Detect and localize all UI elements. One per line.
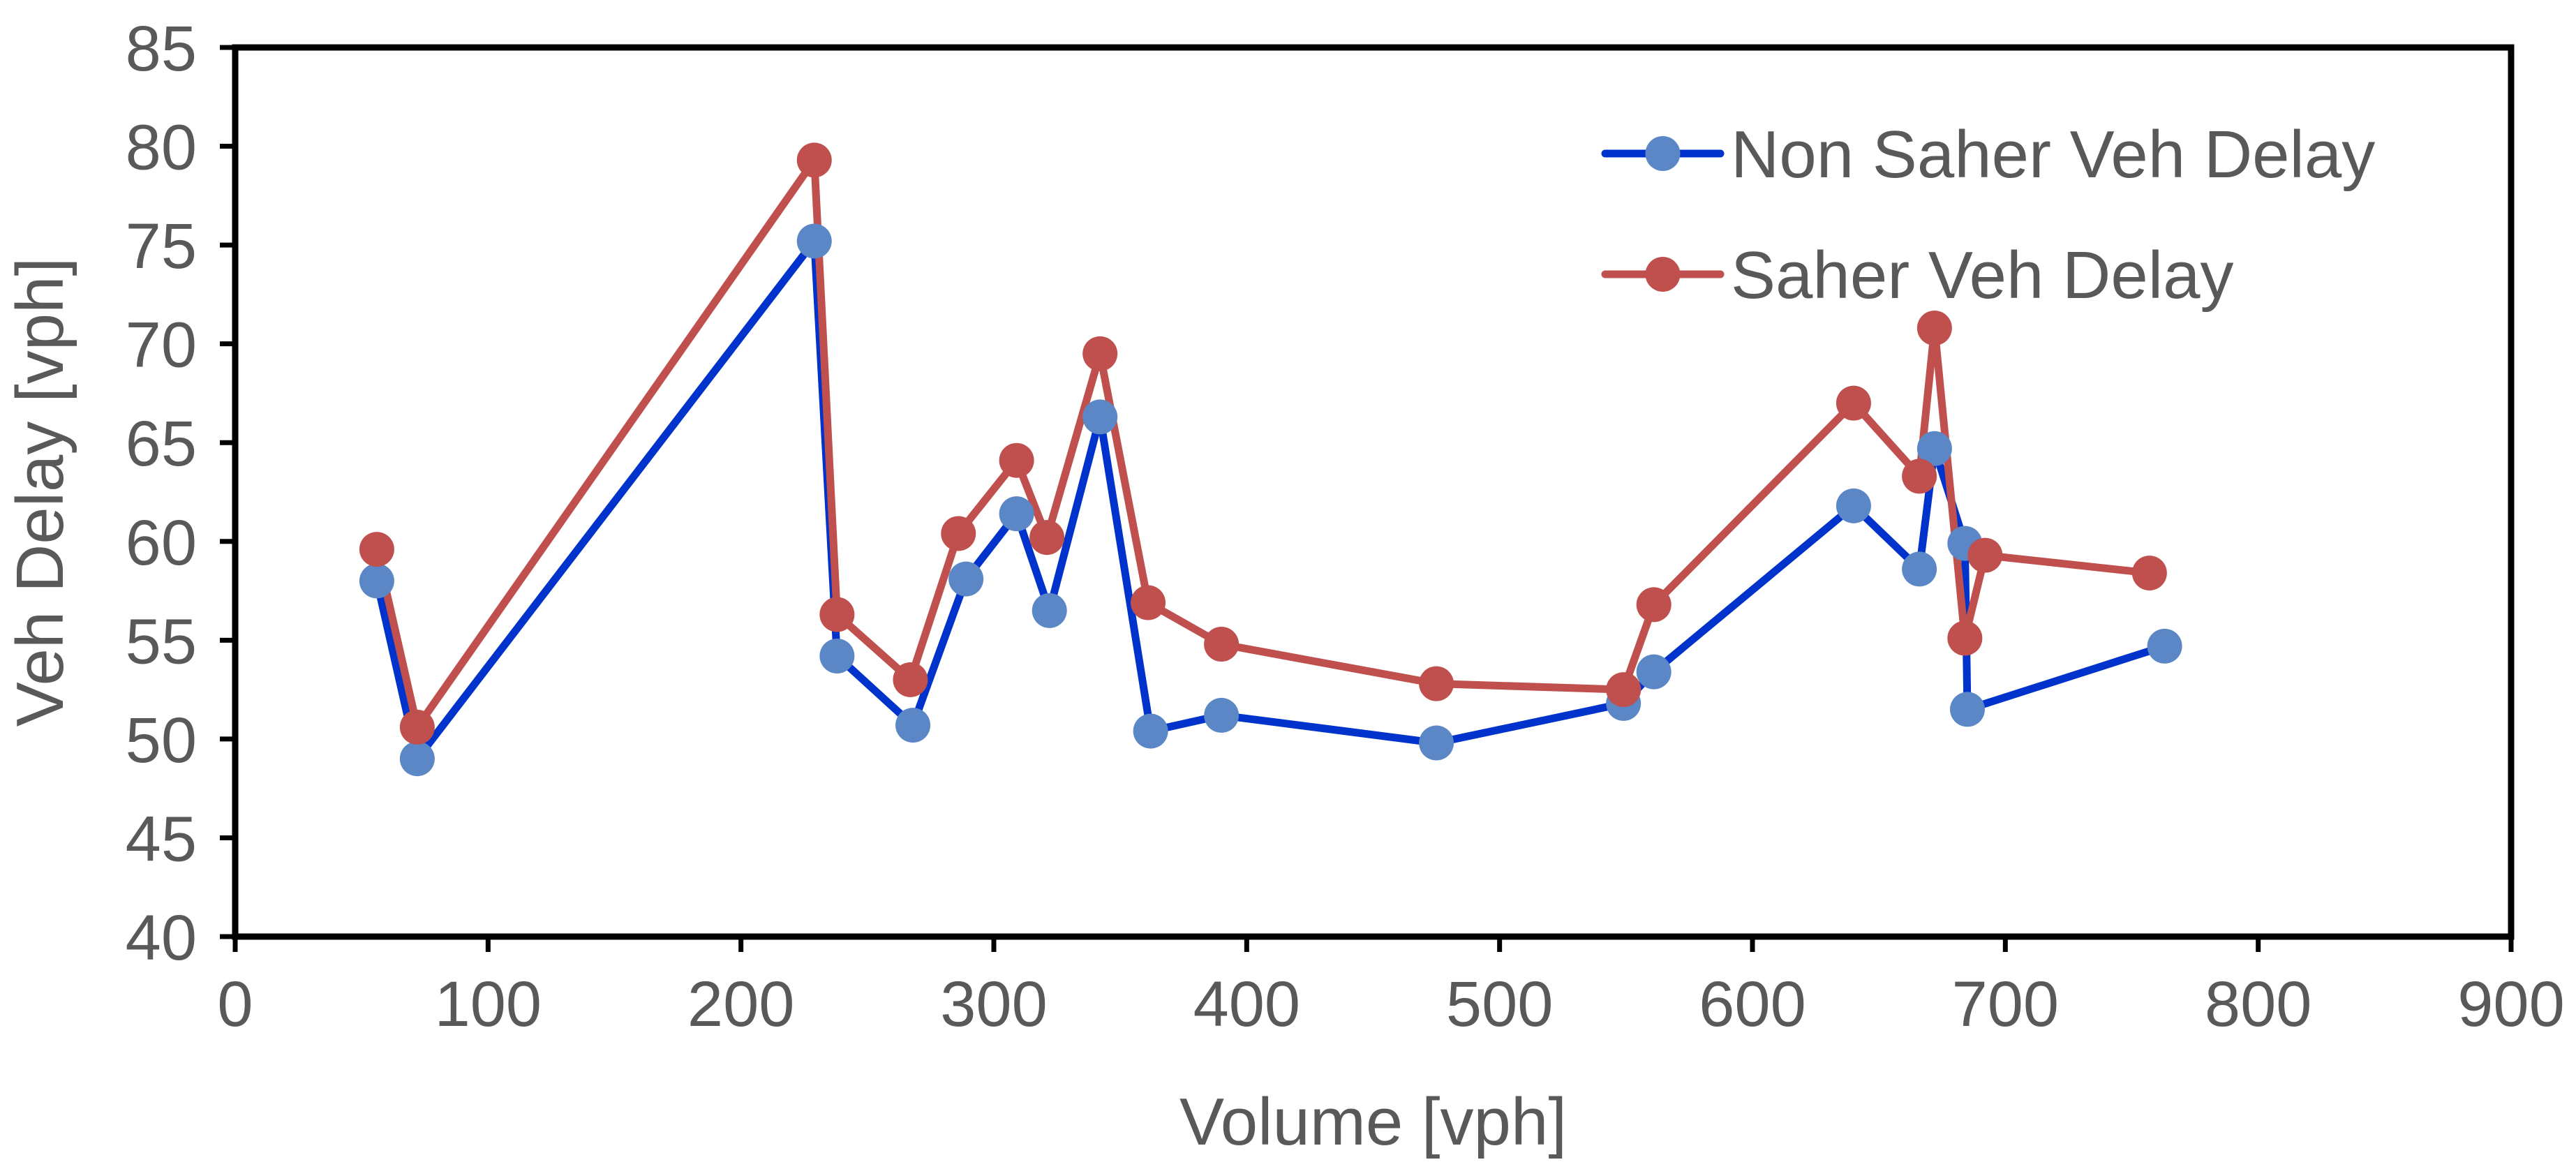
y-tick-label: 80	[126, 112, 197, 184]
data-point-non-saher	[999, 496, 1034, 532]
y-tick-label: 70	[126, 310, 197, 381]
x-tick-label: 200	[687, 969, 795, 1040]
series-line-non-saher	[373, 237, 2169, 763]
legend-marker	[1645, 136, 1681, 171]
data-point-non-saher	[399, 741, 435, 777]
y-tick-label: 55	[126, 606, 197, 677]
y-tick-label: 65	[126, 408, 197, 479]
data-point-saher	[1836, 385, 1871, 421]
data-point-saher	[1419, 666, 1454, 701]
legend-marker	[1645, 257, 1681, 292]
data-point-non-saher	[1082, 399, 1118, 435]
data-point-non-saher	[1902, 551, 1937, 587]
data-point-saher	[1947, 620, 1983, 656]
x-tick-label: 100	[435, 969, 542, 1040]
data-point-non-saher	[819, 638, 855, 673]
y-tick-label: 60	[126, 507, 197, 579]
data-point-saher	[359, 532, 394, 567]
data-point-saher	[1082, 336, 1118, 371]
data-point-saher	[893, 662, 928, 697]
x-tick-label: 300	[940, 969, 1048, 1040]
x-tick-label: 700	[1952, 969, 2060, 1040]
legend-label: Non Saher Veh Delay	[1731, 117, 2375, 192]
data-point-non-saher	[2147, 628, 2182, 664]
plot-area: 0 100 200 300 400 500 600 700 800 900 40 45 50 55 60 65…	[126, 13, 2565, 1040]
x-tick-label: 0	[217, 969, 253, 1040]
data-point-saher	[999, 442, 1034, 478]
y-tick-label: 75	[126, 211, 197, 282]
x-tick-label: 400	[1193, 969, 1301, 1040]
data-point-saher	[941, 516, 976, 551]
data-point-non-saher	[1419, 725, 1454, 761]
data-point-non-saher	[1204, 697, 1239, 733]
x-tick-label: 600	[1699, 969, 1806, 1040]
data-point-saher	[1916, 311, 1952, 346]
data-point-non-saher	[359, 563, 394, 599]
data-point-saher	[1131, 585, 1166, 620]
data-point-saher	[1029, 520, 1065, 556]
data-point-saher	[819, 597, 855, 632]
data-point-saher	[1902, 459, 1937, 494]
data-point-non-saher	[1133, 713, 1168, 749]
y-tick-label: 50	[126, 705, 197, 776]
y-tick-label: 85	[126, 13, 197, 84]
data-point-non-saher	[948, 561, 984, 597]
y-axis-title: Veh Delay [vph]	[3, 258, 77, 727]
data-point-non-saher	[1636, 654, 1672, 690]
x-tick-label: 800	[2205, 969, 2312, 1040]
data-point-saher	[1636, 587, 1672, 623]
y-tick-label: 40	[126, 902, 197, 974]
data-point-saher	[1967, 537, 2003, 573]
data-point-non-saher	[1949, 692, 1985, 727]
legend-label: Saher Veh Delay	[1731, 238, 2233, 313]
data-point-non-saher	[1916, 431, 1952, 466]
data-point-non-saher	[1836, 488, 1871, 523]
data-point-saher	[1606, 672, 1641, 708]
legend: Non Saher Veh Delay Saher Veh Delay	[1601, 117, 2375, 313]
data-point-non-saher	[895, 708, 931, 743]
data-point-saher	[399, 709, 435, 745]
data-point-saher	[796, 142, 832, 178]
y-tick-label: 45	[126, 803, 197, 874]
x-tick-label: 500	[1446, 969, 1554, 1040]
plot-frame	[232, 44, 2515, 940]
data-point-non-saher	[1032, 593, 1067, 628]
x-tick-label: 900	[2457, 969, 2565, 1040]
data-point-saher	[1204, 626, 1239, 662]
data-point-non-saher	[796, 223, 832, 259]
x-axis-title: Volume [vph]	[1179, 1085, 1567, 1159]
data-point-saher	[2131, 556, 2167, 591]
